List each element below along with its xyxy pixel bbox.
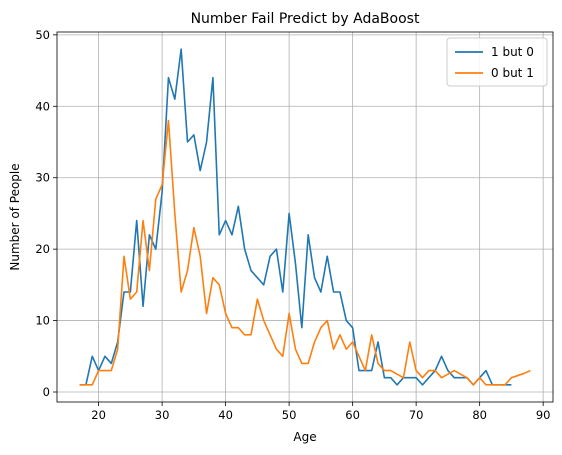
grid-layer: [57, 32, 553, 402]
legend-label-1: 1 but 0: [491, 45, 534, 59]
y-tick-label: 10: [35, 314, 50, 328]
x-tick-label: 50: [282, 408, 297, 422]
x-axis-label: Age: [293, 430, 316, 444]
legend: 1 but 0 0 but 1: [446, 37, 548, 87]
x-tick-label: 40: [218, 408, 233, 422]
legend-label-2: 0 but 1: [491, 66, 534, 80]
y-tick-label: 50: [35, 28, 50, 42]
plot-frame: [56, 31, 554, 403]
chart-title: Number Fail Predict by AdaBoost: [191, 11, 420, 27]
y-tick-label: 30: [35, 171, 50, 185]
series-layer: [79, 48, 531, 386]
y-axis-label: Number of People: [8, 163, 22, 270]
series-line-2: [79, 119, 531, 386]
x-tick-label: 90: [536, 408, 551, 422]
x-tick-label: 30: [155, 408, 170, 422]
x-tick-label: 70: [409, 408, 424, 422]
x-tick-label: 20: [91, 408, 106, 422]
legend-box: [446, 37, 548, 87]
y-tick-label: 20: [35, 242, 50, 256]
tick-layer: 20 30 40 50 60 70 80 90 0 10 20 30 40 50: [35, 28, 550, 422]
y-tick-label: 0: [43, 385, 50, 399]
y-tick-label: 40: [35, 99, 50, 113]
x-tick-label: 80: [472, 408, 487, 422]
x-tick-label: 60: [345, 408, 360, 422]
series-line-1: [79, 48, 512, 386]
